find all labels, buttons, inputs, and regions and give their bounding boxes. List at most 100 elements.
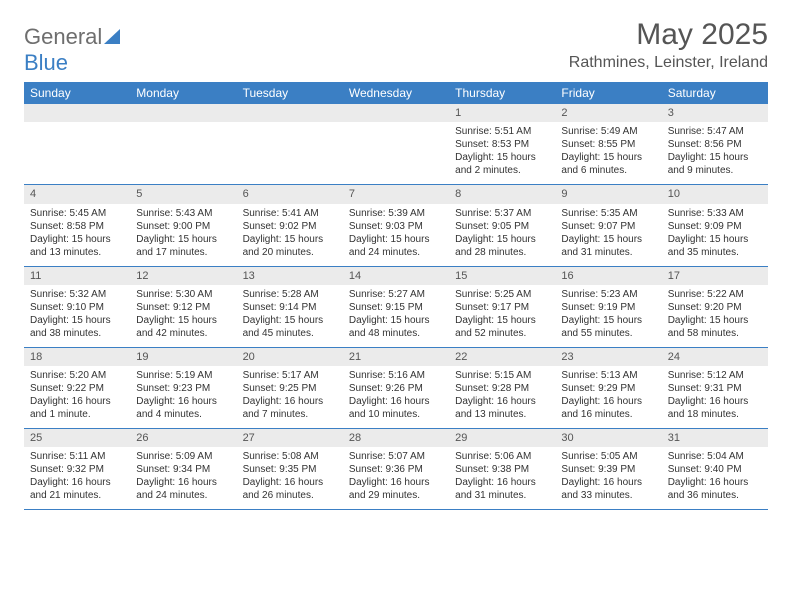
sunset-line: Sunset: 9:17 PM xyxy=(455,301,549,314)
daylight-line: Daylight: 16 hours and 24 minutes. xyxy=(136,476,230,502)
day-cell: 11Sunrise: 5:32 AMSunset: 9:10 PMDayligh… xyxy=(24,267,130,347)
week-row: 4Sunrise: 5:45 AMSunset: 8:58 PMDaylight… xyxy=(24,185,768,266)
sunset-line: Sunset: 9:00 PM xyxy=(136,220,230,233)
day-cell: 17Sunrise: 5:22 AMSunset: 9:20 PMDayligh… xyxy=(662,267,768,347)
day-number: 7 xyxy=(343,185,449,203)
day-number: 26 xyxy=(130,429,236,447)
calendar-page: GeneralBlue May 2025 Rathmines, Leinster… xyxy=(0,0,792,510)
day-number: 14 xyxy=(343,267,449,285)
day-cell: 13Sunrise: 5:28 AMSunset: 9:14 PMDayligh… xyxy=(237,267,343,347)
logo-sail-icon xyxy=(104,24,124,50)
day-number: 3 xyxy=(662,104,768,122)
day-cell xyxy=(130,104,236,184)
day-number: 13 xyxy=(237,267,343,285)
weekday-header-cell: Thursday xyxy=(449,82,555,104)
logo-text: GeneralBlue xyxy=(24,24,124,76)
sunrise-line: Sunrise: 5:12 AM xyxy=(668,369,762,382)
day-content: Sunrise: 5:35 AMSunset: 9:07 PMDaylight:… xyxy=(555,204,661,266)
daylight-line: Daylight: 15 hours and 31 minutes. xyxy=(561,233,655,259)
week-row: 11Sunrise: 5:32 AMSunset: 9:10 PMDayligh… xyxy=(24,267,768,348)
sunrise-line: Sunrise: 5:43 AM xyxy=(136,207,230,220)
sunset-line: Sunset: 9:23 PM xyxy=(136,382,230,395)
day-content: Sunrise: 5:05 AMSunset: 9:39 PMDaylight:… xyxy=(555,447,661,509)
sunrise-line: Sunrise: 5:30 AM xyxy=(136,288,230,301)
day-cell: 19Sunrise: 5:19 AMSunset: 9:23 PMDayligh… xyxy=(130,348,236,428)
daylight-line: Daylight: 16 hours and 1 minute. xyxy=(30,395,124,421)
day-number: 22 xyxy=(449,348,555,366)
daylight-line: Daylight: 15 hours and 38 minutes. xyxy=(30,314,124,340)
day-content: Sunrise: 5:37 AMSunset: 9:05 PMDaylight:… xyxy=(449,204,555,266)
day-number xyxy=(343,104,449,122)
day-cell: 8Sunrise: 5:37 AMSunset: 9:05 PMDaylight… xyxy=(449,185,555,265)
sunrise-line: Sunrise: 5:27 AM xyxy=(349,288,443,301)
day-cell: 7Sunrise: 5:39 AMSunset: 9:03 PMDaylight… xyxy=(343,185,449,265)
sunset-line: Sunset: 9:29 PM xyxy=(561,382,655,395)
day-number: 21 xyxy=(343,348,449,366)
daylight-line: Daylight: 16 hours and 33 minutes. xyxy=(561,476,655,502)
day-content: Sunrise: 5:19 AMSunset: 9:23 PMDaylight:… xyxy=(130,366,236,428)
day-number: 6 xyxy=(237,185,343,203)
sunset-line: Sunset: 9:22 PM xyxy=(30,382,124,395)
weeks-container: 1Sunrise: 5:51 AMSunset: 8:53 PMDaylight… xyxy=(24,104,768,510)
sunrise-line: Sunrise: 5:13 AM xyxy=(561,369,655,382)
sunrise-line: Sunrise: 5:07 AM xyxy=(349,450,443,463)
day-cell: 20Sunrise: 5:17 AMSunset: 9:25 PMDayligh… xyxy=(237,348,343,428)
daylight-line: Daylight: 15 hours and 58 minutes. xyxy=(668,314,762,340)
sunrise-line: Sunrise: 5:16 AM xyxy=(349,369,443,382)
day-content: Sunrise: 5:09 AMSunset: 9:34 PMDaylight:… xyxy=(130,447,236,509)
sunset-line: Sunset: 9:05 PM xyxy=(455,220,549,233)
day-cell: 15Sunrise: 5:25 AMSunset: 9:17 PMDayligh… xyxy=(449,267,555,347)
daylight-line: Daylight: 15 hours and 35 minutes. xyxy=(668,233,762,259)
sunrise-line: Sunrise: 5:37 AM xyxy=(455,207,549,220)
logo-part2: Blue xyxy=(24,50,68,75)
day-cell xyxy=(237,104,343,184)
day-number: 12 xyxy=(130,267,236,285)
day-content: Sunrise: 5:45 AMSunset: 8:58 PMDaylight:… xyxy=(24,204,130,266)
weekday-header-cell: Saturday xyxy=(662,82,768,104)
day-cell: 30Sunrise: 5:05 AMSunset: 9:39 PMDayligh… xyxy=(555,429,661,509)
day-number xyxy=(130,104,236,122)
day-cell: 1Sunrise: 5:51 AMSunset: 8:53 PMDaylight… xyxy=(449,104,555,184)
day-number: 25 xyxy=(24,429,130,447)
day-number: 17 xyxy=(662,267,768,285)
sunset-line: Sunset: 9:25 PM xyxy=(243,382,337,395)
day-content: Sunrise: 5:51 AMSunset: 8:53 PMDaylight:… xyxy=(449,122,555,184)
day-number: 2 xyxy=(555,104,661,122)
day-cell: 16Sunrise: 5:23 AMSunset: 9:19 PMDayligh… xyxy=(555,267,661,347)
sunrise-line: Sunrise: 5:35 AM xyxy=(561,207,655,220)
day-number: 27 xyxy=(237,429,343,447)
day-content: Sunrise: 5:15 AMSunset: 9:28 PMDaylight:… xyxy=(449,366,555,428)
day-number: 24 xyxy=(662,348,768,366)
sunrise-line: Sunrise: 5:25 AM xyxy=(455,288,549,301)
weekday-header-cell: Wednesday xyxy=(343,82,449,104)
day-content: Sunrise: 5:16 AMSunset: 9:26 PMDaylight:… xyxy=(343,366,449,428)
sunset-line: Sunset: 9:02 PM xyxy=(243,220,337,233)
day-number: 19 xyxy=(130,348,236,366)
sunset-line: Sunset: 9:07 PM xyxy=(561,220,655,233)
day-number: 5 xyxy=(130,185,236,203)
sunset-line: Sunset: 9:35 PM xyxy=(243,463,337,476)
month-title: May 2025 xyxy=(569,18,768,52)
day-content: Sunrise: 5:13 AMSunset: 9:29 PMDaylight:… xyxy=(555,366,661,428)
day-number: 9 xyxy=(555,185,661,203)
day-cell xyxy=(24,104,130,184)
weekday-header-cell: Monday xyxy=(130,82,236,104)
sunrise-line: Sunrise: 5:09 AM xyxy=(136,450,230,463)
weekday-header-cell: Friday xyxy=(555,82,661,104)
day-cell: 22Sunrise: 5:15 AMSunset: 9:28 PMDayligh… xyxy=(449,348,555,428)
daylight-line: Daylight: 16 hours and 10 minutes. xyxy=(349,395,443,421)
sunset-line: Sunset: 8:53 PM xyxy=(455,138,549,151)
sunrise-line: Sunrise: 5:08 AM xyxy=(243,450,337,463)
day-cell: 28Sunrise: 5:07 AMSunset: 9:36 PMDayligh… xyxy=(343,429,449,509)
sunset-line: Sunset: 8:58 PM xyxy=(30,220,124,233)
day-content xyxy=(130,122,236,184)
daylight-line: Daylight: 15 hours and 28 minutes. xyxy=(455,233,549,259)
daylight-line: Daylight: 15 hours and 13 minutes. xyxy=(30,233,124,259)
day-number: 15 xyxy=(449,267,555,285)
day-cell: 24Sunrise: 5:12 AMSunset: 9:31 PMDayligh… xyxy=(662,348,768,428)
day-content xyxy=(237,122,343,184)
day-content: Sunrise: 5:27 AMSunset: 9:15 PMDaylight:… xyxy=(343,285,449,347)
day-cell: 21Sunrise: 5:16 AMSunset: 9:26 PMDayligh… xyxy=(343,348,449,428)
day-number: 29 xyxy=(449,429,555,447)
daylight-line: Daylight: 16 hours and 21 minutes. xyxy=(30,476,124,502)
